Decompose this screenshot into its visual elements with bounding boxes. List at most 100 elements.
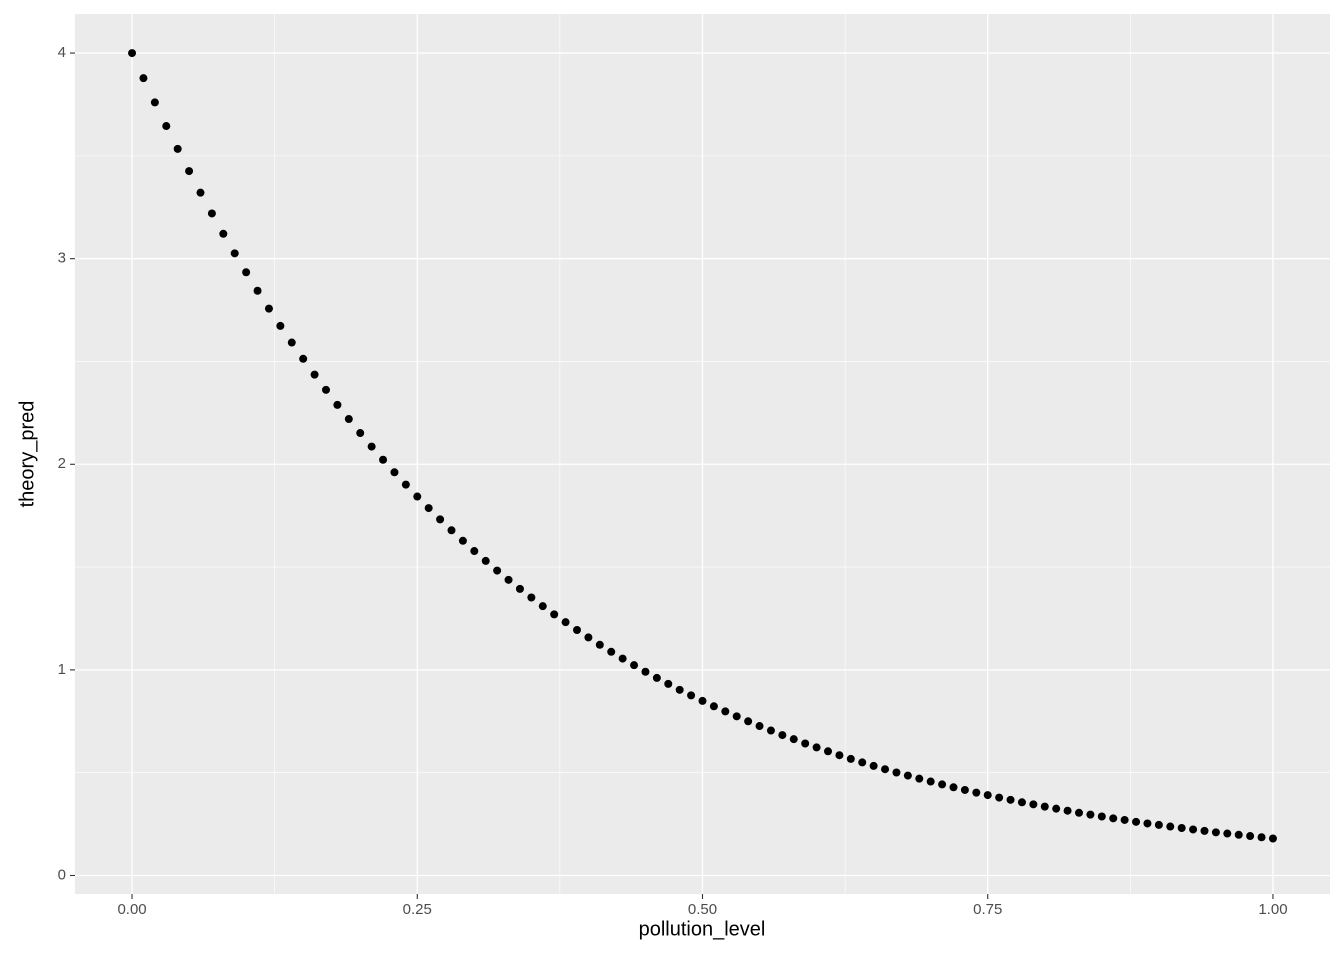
point — [1177, 824, 1186, 832]
point — [1200, 826, 1209, 835]
point — [1234, 830, 1243, 839]
point — [1154, 820, 1163, 829]
point — [413, 492, 422, 501]
point — [150, 98, 159, 107]
point — [128, 49, 137, 58]
point — [458, 536, 467, 545]
point — [801, 739, 810, 748]
point — [698, 696, 707, 705]
x-tick-label: 0.00 — [117, 901, 146, 918]
point — [1246, 832, 1255, 841]
point — [390, 468, 399, 477]
point — [207, 209, 216, 218]
point — [1040, 802, 1049, 811]
point — [732, 712, 741, 721]
point — [687, 691, 696, 700]
point — [995, 793, 1004, 802]
point — [1189, 825, 1198, 834]
point — [721, 707, 730, 716]
x-tick-label: 0.50 — [688, 901, 717, 918]
x-axis-title: pollution_level — [639, 918, 766, 940]
point — [709, 702, 718, 711]
point — [1063, 806, 1072, 815]
x-tick-label: 1.00 — [1258, 901, 1287, 918]
point — [481, 556, 490, 565]
point — [1052, 804, 1061, 813]
point — [1006, 795, 1015, 804]
point — [1109, 814, 1118, 823]
point — [1257, 833, 1266, 842]
point — [652, 673, 661, 682]
point — [299, 354, 308, 363]
point — [447, 526, 456, 535]
point — [253, 286, 262, 295]
point — [846, 754, 855, 763]
point — [230, 249, 239, 258]
point — [949, 783, 958, 792]
point — [869, 761, 878, 770]
point — [892, 768, 901, 777]
point — [1211, 828, 1220, 837]
point — [561, 618, 570, 627]
y-tick-label: 2 — [58, 455, 66, 472]
point — [630, 661, 639, 670]
point — [983, 791, 992, 800]
point — [573, 626, 581, 634]
y-tick-label: 3 — [58, 250, 66, 267]
point — [812, 743, 821, 752]
point — [858, 758, 867, 767]
point — [550, 610, 559, 619]
point — [972, 788, 981, 797]
point — [401, 480, 410, 489]
point — [162, 122, 171, 131]
point — [504, 575, 513, 584]
point — [219, 229, 228, 238]
point — [1086, 810, 1095, 819]
point — [185, 167, 194, 176]
point — [755, 722, 764, 731]
point — [915, 774, 924, 783]
point — [538, 602, 547, 611]
y-tick-label: 0 — [58, 866, 66, 883]
point — [938, 780, 947, 789]
point — [515, 584, 524, 593]
point — [789, 735, 798, 744]
point — [424, 504, 433, 513]
point — [926, 777, 935, 786]
point — [778, 731, 787, 740]
point — [1223, 829, 1232, 838]
y-tick-label: 1 — [58, 661, 66, 678]
x-tick-label: 0.25 — [403, 901, 432, 918]
point — [960, 785, 969, 794]
point — [1166, 822, 1175, 831]
point — [173, 144, 182, 153]
point — [1097, 812, 1106, 821]
point — [1143, 819, 1152, 828]
point — [470, 547, 479, 556]
point — [1029, 800, 1038, 809]
point — [903, 771, 912, 780]
point — [618, 654, 627, 663]
point — [356, 429, 365, 438]
point — [527, 593, 536, 602]
point — [264, 304, 273, 313]
point — [367, 442, 376, 451]
point — [881, 765, 890, 774]
point — [766, 726, 775, 735]
point — [333, 400, 342, 409]
point — [242, 268, 251, 277]
point — [1268, 834, 1277, 843]
point — [1075, 808, 1083, 817]
y-axis-title: theory_pred — [16, 401, 38, 508]
point — [379, 455, 388, 464]
point — [641, 667, 650, 676]
point — [824, 747, 832, 756]
point — [344, 415, 353, 424]
x-tick-label: 0.75 — [973, 901, 1002, 918]
point — [1120, 815, 1129, 824]
point — [493, 566, 502, 575]
point — [310, 370, 319, 379]
point — [595, 640, 604, 649]
point — [287, 338, 296, 347]
